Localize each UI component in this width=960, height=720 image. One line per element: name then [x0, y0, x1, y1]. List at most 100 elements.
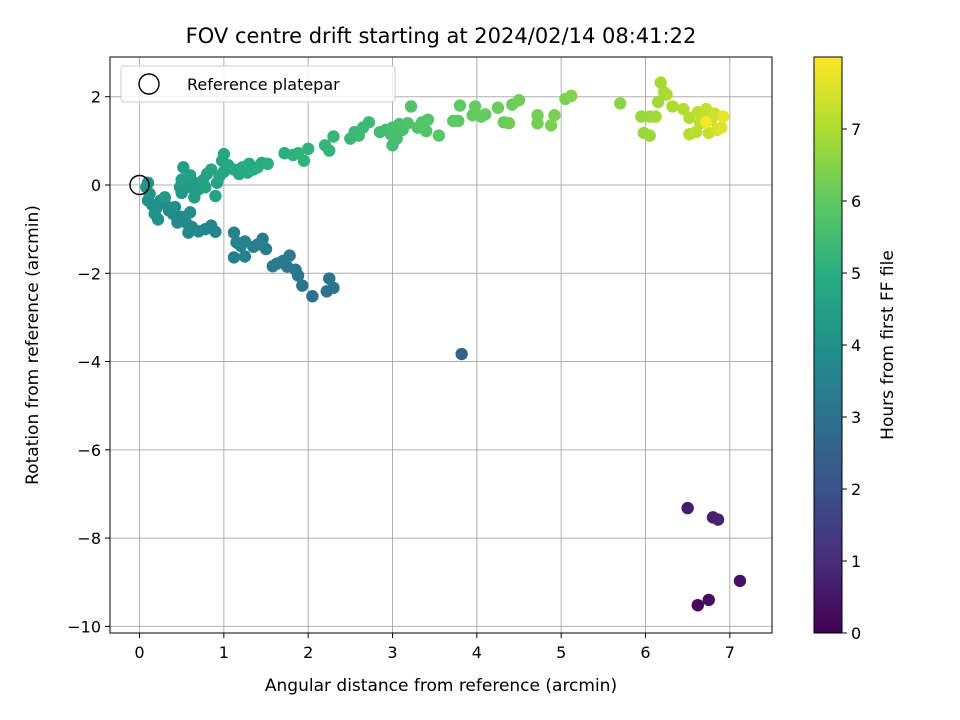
- data-point: [266, 260, 279, 273]
- data-point: [327, 130, 340, 143]
- y-tick-label: −6: [77, 441, 101, 460]
- colorbar-tick-label: 5: [851, 264, 861, 283]
- data-point: [643, 129, 656, 142]
- data-point: [158, 191, 172, 204]
- data-point: [512, 94, 526, 107]
- plot-area-frame: [109, 56, 773, 634]
- data-point: [420, 124, 433, 138]
- data-point: [238, 250, 252, 263]
- data-point: [649, 110, 662, 123]
- data-point: [479, 108, 492, 121]
- colorbar-ticks: 0 1 2 3 4 5 6 7: [842, 120, 861, 643]
- legend-open-circle-icon: [138, 73, 160, 95]
- data-point: [297, 154, 311, 167]
- data-point: [548, 109, 561, 122]
- y-tick-label: 2: [91, 88, 101, 107]
- data-point: [401, 117, 414, 130]
- x-tick-label: 4: [472, 643, 482, 662]
- data-point: [565, 89, 578, 103]
- y-tick-label: −8: [77, 529, 101, 548]
- data-point: [209, 189, 222, 203]
- data-point: [238, 235, 252, 248]
- colorbar: 0 1 2 3 4 5 6 7 Hours from first FF file: [813, 56, 898, 643]
- y-tick-label: −4: [77, 353, 101, 372]
- data-point: [183, 206, 197, 219]
- data-point: [306, 290, 319, 303]
- data-point: [453, 99, 467, 112]
- legend-label: Reference platepar: [187, 75, 340, 94]
- data-point: [327, 281, 340, 295]
- reference-platepar-marker: [129, 174, 150, 196]
- data-point: [188, 191, 201, 204]
- x-tick-label: 1: [219, 643, 229, 662]
- data-point: [261, 157, 274, 171]
- data-point: [654, 76, 667, 89]
- data-point: [666, 100, 679, 113]
- data-point: [544, 119, 558, 132]
- legend: Reference platepar: [120, 65, 396, 103]
- data-point: [151, 213, 165, 226]
- colorbar-tick-label: 7: [851, 120, 861, 139]
- y-axis-ticks: 2 0 −2 −4 −6 −8 −10: [67, 88, 110, 636]
- y-tick-label: 0: [91, 176, 101, 195]
- colorbar-tick-label: 2: [851, 480, 861, 499]
- data-point: [296, 279, 309, 292]
- colorbar-tick-label: 6: [851, 192, 861, 211]
- data-point: [691, 598, 704, 612]
- legend-box: [120, 65, 396, 103]
- data-point: [323, 272, 336, 285]
- data-point: [531, 117, 544, 130]
- data-point: [452, 114, 465, 128]
- data-point: [183, 169, 197, 182]
- data-point: [205, 163, 218, 176]
- data-point: [502, 117, 516, 130]
- data-point: [677, 102, 690, 116]
- data-point: [711, 513, 725, 526]
- data-point: [141, 176, 155, 189]
- data-point: [432, 129, 446, 142]
- data-point: [468, 100, 482, 113]
- colorbar-tick-label: 0: [851, 624, 861, 643]
- data-point: [491, 101, 505, 114]
- data-point: [660, 88, 673, 101]
- data-point: [390, 132, 403, 145]
- data-point: [168, 200, 182, 214]
- data-point: [227, 226, 241, 239]
- data-point: [651, 95, 665, 109]
- data-point: [715, 121, 728, 134]
- data-point: [217, 147, 231, 161]
- x-tick-label: 7: [725, 643, 735, 662]
- x-axis-ticks: 0 1 2 3 4 5 6 7: [134, 633, 735, 662]
- x-tick-label: 2: [303, 643, 313, 662]
- colorbar-tick-label: 4: [851, 336, 861, 355]
- data-point: [700, 116, 713, 129]
- data-point: [227, 251, 241, 264]
- data-point: [323, 144, 336, 157]
- data-point: [301, 142, 315, 156]
- data-point: [716, 110, 730, 123]
- x-tick-label: 5: [556, 643, 566, 662]
- colorbar-label: Hours from first FF file: [878, 250, 898, 440]
- x-axis-label: Angular distance from reference (arcmin): [265, 676, 617, 696]
- data-point: [681, 501, 694, 515]
- y-tick-label: −10: [67, 617, 101, 636]
- data-point: [182, 226, 195, 239]
- y-tick-label: −2: [77, 264, 101, 283]
- reference-marker-layer: [129, 174, 150, 196]
- data-point: [455, 347, 468, 361]
- x-tick-label: 0: [134, 643, 144, 662]
- data-points: [140, 76, 747, 612]
- data-point: [362, 116, 376, 129]
- y-axis-label: Rotation from reference (arcmin): [23, 205, 43, 485]
- data-point: [199, 181, 212, 194]
- data-point: [702, 593, 715, 607]
- data-point: [733, 574, 747, 588]
- colorbar-tick-label: 1: [851, 552, 861, 571]
- grid-lines: [110, 57, 772, 633]
- data-point: [404, 100, 418, 113]
- colorbar-tick-label: 3: [851, 408, 861, 427]
- x-tick-label: 3: [387, 643, 397, 662]
- x-tick-label: 6: [640, 643, 650, 662]
- data-point: [421, 113, 435, 126]
